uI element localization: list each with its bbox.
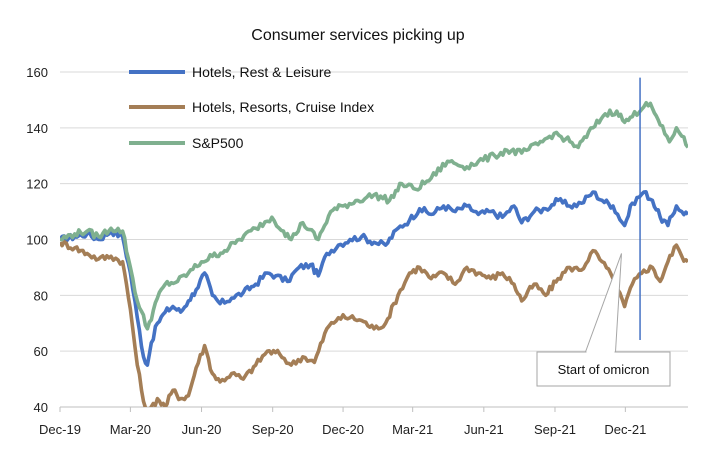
- x-tick-label: Jun-20: [182, 422, 222, 437]
- axes: 40 60 80 100 120 140 160 Dec-19 Mar-20 Jun-20 Sep-…: [26, 65, 688, 437]
- x-tick-label: Jun-21: [464, 422, 504, 437]
- legend: Hotels, Rest & Leisure Hotels, Resorts, C…: [129, 64, 374, 151]
- x-tick-label: Dec-19: [39, 422, 81, 437]
- x-tick-label: Mar-21: [392, 422, 433, 437]
- x-tick-label: Sep-21: [534, 422, 576, 437]
- callout-pointer: [584, 253, 622, 353]
- y-tick-label: 100: [26, 233, 48, 248]
- series-line: [60, 190, 688, 367]
- y-tick-label: 140: [26, 121, 48, 136]
- y-tick-label: 160: [26, 65, 48, 80]
- x-tick-label: Dec-21: [604, 422, 646, 437]
- series-lines: [60, 100, 688, 407]
- legend-label: Hotels, Resorts, Cruise Index: [192, 99, 374, 115]
- y-tick-label: 60: [34, 344, 48, 359]
- callout-label: Start of omicron: [558, 362, 650, 377]
- series-line: [60, 239, 688, 407]
- y-tick-label: 80: [34, 288, 48, 303]
- y-tick-label: 120: [26, 177, 48, 192]
- legend-label: Hotels, Rest & Leisure: [192, 64, 331, 80]
- y-tick-label: 40: [34, 400, 48, 415]
- x-tick-label: Dec-20: [322, 422, 364, 437]
- x-tick-label: Mar-20: [110, 422, 151, 437]
- x-tick-label: Sep-20: [252, 422, 294, 437]
- series-line: [60, 100, 688, 331]
- annotations: Start of omicron: [536, 77, 671, 387]
- chart-title: Consumer services picking up: [251, 27, 465, 44]
- legend-label: S&P500: [192, 135, 244, 151]
